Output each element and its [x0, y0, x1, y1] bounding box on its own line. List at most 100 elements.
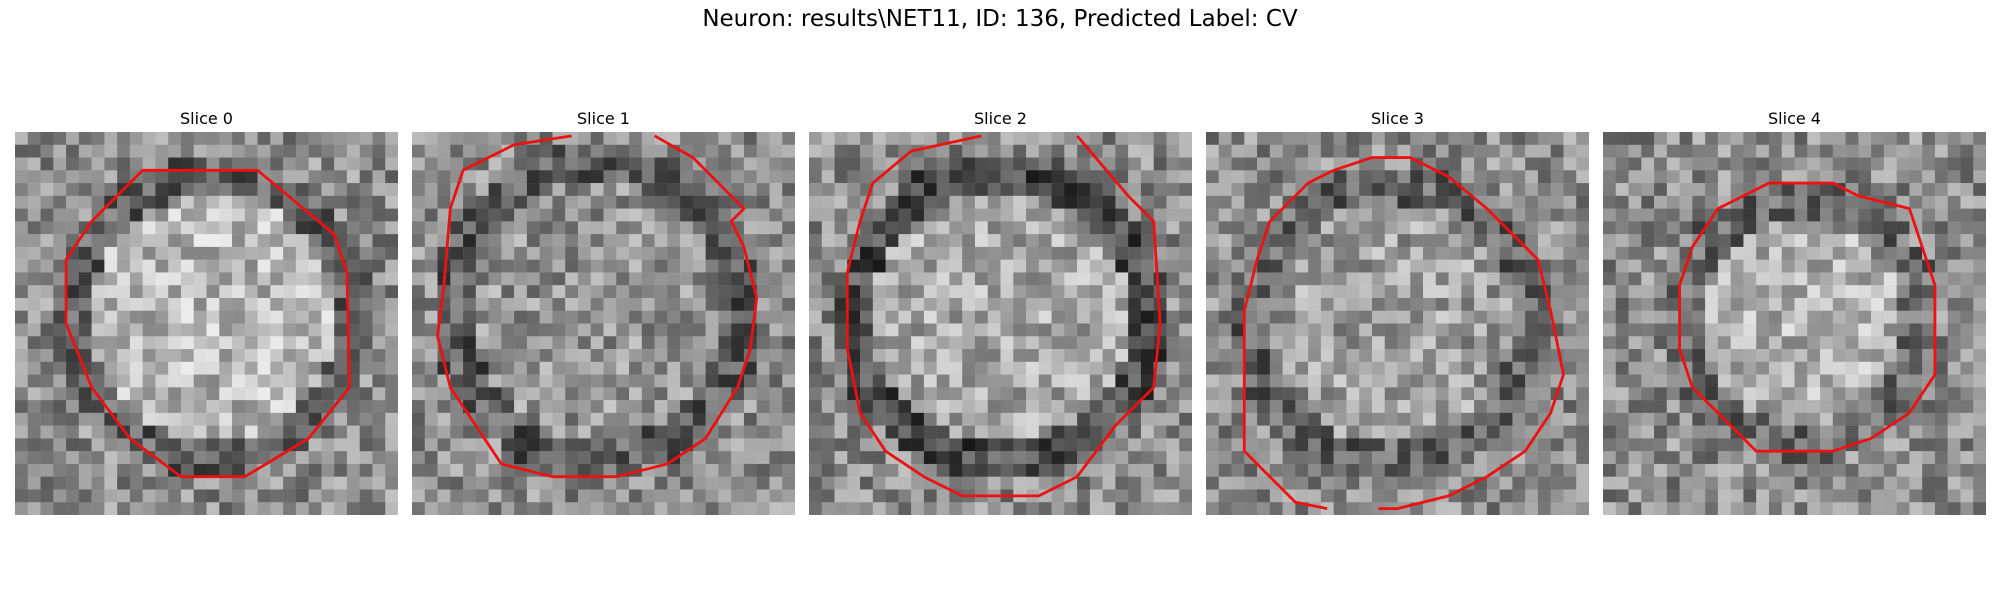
- pixel: [232, 144, 246, 158]
- pixel: [1896, 297, 1910, 311]
- pixel: [1089, 361, 1103, 375]
- pixel: [1973, 285, 1986, 299]
- pixel: [1820, 195, 1834, 209]
- pixel: [1499, 170, 1513, 184]
- pixel: [756, 502, 770, 515]
- pixel: [385, 438, 398, 452]
- pixel: [1666, 170, 1680, 184]
- pixel: [1026, 463, 1040, 477]
- pixel: [718, 285, 732, 299]
- pixel: [1615, 463, 1629, 477]
- pixel: [809, 361, 823, 375]
- pixel: [1206, 132, 1220, 146]
- pixel: [1845, 259, 1859, 273]
- pixel: [1512, 400, 1526, 414]
- pixel: [1257, 157, 1271, 171]
- pixel: [424, 259, 438, 273]
- pixel: [206, 476, 220, 490]
- pixel: [923, 412, 937, 426]
- pixel: [53, 144, 67, 158]
- pixel: [1371, 374, 1385, 388]
- pixel: [91, 438, 105, 452]
- pixel: [1858, 349, 1872, 363]
- pixel: [270, 489, 284, 503]
- pixel: [1128, 476, 1142, 490]
- pixel: [1550, 489, 1564, 503]
- pixel: [385, 157, 398, 171]
- pixel: [1013, 323, 1027, 337]
- pixel: [590, 349, 604, 363]
- pixel: [1038, 463, 1052, 477]
- pixel: [809, 412, 823, 426]
- pixel: [1666, 349, 1680, 363]
- pixel: [40, 208, 54, 222]
- pixel: [475, 208, 489, 222]
- pixel: [1423, 463, 1437, 477]
- pixel: [346, 502, 360, 515]
- pixel: [129, 234, 143, 248]
- pixel: [526, 349, 540, 363]
- pixel: [40, 285, 54, 299]
- pixel: [680, 349, 694, 363]
- pixel: [1512, 425, 1526, 439]
- pixel: [1410, 297, 1424, 311]
- pixel: [244, 195, 258, 209]
- pixel: [488, 195, 502, 209]
- pixel: [1641, 463, 1655, 477]
- pixel: [782, 259, 795, 273]
- pixel: [590, 234, 604, 248]
- pixel: [629, 489, 643, 503]
- pixel: [1486, 336, 1500, 350]
- pixel: [1038, 502, 1052, 515]
- pixel: [692, 272, 706, 286]
- pixel: [1295, 234, 1309, 248]
- pixel: [718, 310, 732, 324]
- pixel: [1628, 221, 1642, 235]
- pixel: [1423, 259, 1437, 273]
- pixel: [1257, 144, 1271, 158]
- pixel: [1423, 234, 1437, 248]
- pixel: [847, 425, 861, 439]
- pixel: [1038, 349, 1052, 363]
- pixel: [718, 195, 732, 209]
- pixel: [1628, 387, 1642, 401]
- pixel: [1346, 425, 1360, 439]
- pixel: [1218, 132, 1232, 146]
- pixel: [872, 323, 886, 337]
- pixel: [1525, 400, 1539, 414]
- pixel: [1730, 361, 1744, 375]
- pixel: [1871, 451, 1885, 465]
- pixel: [885, 310, 899, 324]
- pixel: [1077, 259, 1091, 273]
- pixel: [514, 297, 528, 311]
- pixel: [193, 463, 207, 477]
- pixel: [1359, 234, 1373, 248]
- pixel: [1717, 259, 1731, 273]
- pixel: [232, 208, 246, 222]
- pixel: [334, 170, 348, 184]
- pixel: [372, 400, 386, 414]
- pixel: [923, 476, 937, 490]
- pixel: [847, 336, 861, 350]
- pixel: [949, 502, 963, 515]
- pixel: [66, 183, 80, 197]
- pixel: [193, 183, 207, 197]
- pixel: [872, 336, 886, 350]
- pixel: [1807, 374, 1821, 388]
- pixel: [346, 489, 360, 503]
- pixel: [412, 502, 426, 515]
- pixel: [936, 502, 950, 515]
- pixel: [334, 195, 348, 209]
- pixel: [372, 246, 386, 260]
- pixel: [629, 374, 643, 388]
- pixel: [1768, 234, 1782, 248]
- pixel: [1026, 183, 1040, 197]
- pixel: [1666, 425, 1680, 439]
- pixel: [1257, 170, 1271, 184]
- pixel: [1537, 195, 1551, 209]
- pixel: [1947, 323, 1961, 337]
- pixel: [346, 259, 360, 273]
- pixel: [1768, 412, 1782, 426]
- pixel: [911, 310, 925, 324]
- pixel: [1206, 246, 1220, 260]
